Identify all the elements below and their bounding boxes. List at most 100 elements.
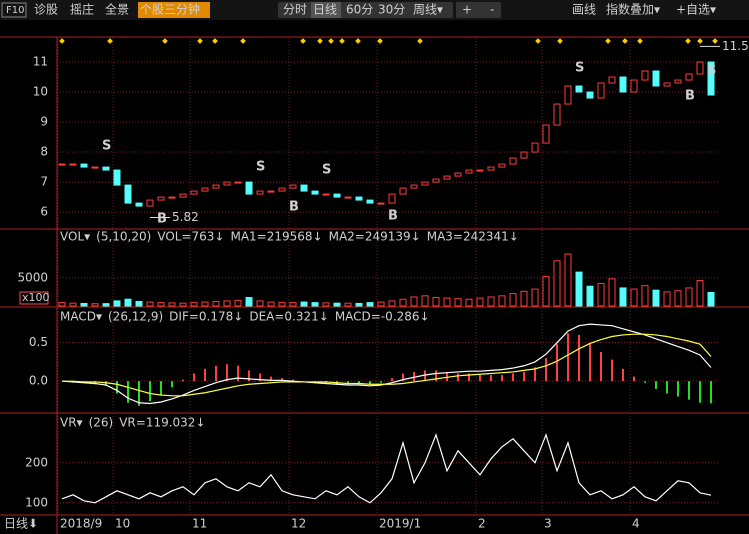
candle — [113, 169, 121, 186]
candle — [520, 151, 528, 159]
candle — [630, 79, 638, 93]
signal-diamond — [557, 38, 563, 44]
panel-header-item[interactable]: VR▾ — [60, 416, 83, 430]
candle — [146, 199, 154, 207]
y-tick-label: 9 — [40, 115, 48, 129]
candle — [421, 181, 429, 186]
candle — [443, 175, 451, 180]
volume-bar — [344, 302, 352, 307]
sell-signal: S — [322, 163, 331, 178]
period-item[interactable]: 60分 — [346, 3, 373, 17]
vr-line — [61, 432, 712, 504]
panel-header-item: DIF=0.178↓ — [169, 310, 243, 324]
candle — [641, 70, 649, 81]
panel-header-item[interactable]: MACD▾ — [60, 310, 102, 324]
signal-diamond — [685, 38, 691, 44]
volume-bar — [498, 295, 506, 307]
panel-header-item[interactable]: VOL▾ — [60, 230, 90, 244]
signal-diamond — [697, 38, 703, 44]
candle — [663, 82, 671, 87]
volume-bar — [91, 303, 99, 307]
volume-bar — [289, 302, 297, 307]
panel-header-item: (5,10,20) — [96, 230, 151, 244]
candle — [223, 181, 231, 186]
candle — [58, 163, 66, 166]
panel-header-item: (26) — [89, 416, 114, 430]
candle — [124, 184, 132, 204]
candle — [553, 103, 561, 126]
volume-bar — [696, 280, 704, 307]
volume-bar — [663, 291, 671, 307]
signal-diamond — [712, 38, 718, 44]
volume-bar — [443, 297, 451, 307]
candle — [333, 193, 341, 198]
volume-bar — [377, 301, 385, 307]
candle — [696, 61, 704, 75]
y-tick-label: 7 — [40, 175, 48, 189]
candle — [410, 184, 418, 189]
toolbar-item[interactable]: +自选▾ — [676, 3, 716, 17]
signal-diamond — [637, 38, 643, 44]
volume-bar — [102, 303, 110, 307]
candle — [685, 73, 693, 81]
y-tick-label: 0.5 — [29, 335, 48, 349]
toolbar-item[interactable]: 指数叠加▾ — [606, 2, 660, 17]
toolbar-item[interactable]: 摇庄 — [70, 2, 94, 17]
dea-line — [62, 333, 712, 397]
sell-signal: S — [256, 160, 265, 175]
toolbar-item[interactable]: F10 — [6, 5, 24, 16]
candle — [476, 169, 484, 172]
volume-bar — [267, 301, 275, 307]
candle — [300, 184, 308, 192]
candle — [69, 163, 77, 166]
toolbar-item[interactable]: 全景 — [105, 2, 129, 17]
candle — [91, 166, 99, 169]
period-item[interactable]: 分时 — [283, 3, 307, 17]
candle — [586, 91, 594, 99]
period-item[interactable]: - — [490, 3, 494, 17]
signal-diamond — [535, 38, 541, 44]
candle — [201, 187, 209, 192]
volume-bar — [685, 287, 693, 307]
x-tick-label: 12 — [291, 517, 306, 531]
volume-bar — [355, 302, 363, 307]
volume-bar — [146, 301, 154, 307]
volume-bar — [80, 302, 88, 307]
candle — [432, 178, 440, 183]
signal-diamond — [622, 38, 628, 44]
candle — [542, 124, 550, 144]
volume-bar — [245, 297, 253, 307]
toolbar-item[interactable]: 个股三分钟 — [140, 2, 200, 17]
period-item[interactable]: + — [462, 3, 472, 17]
candle — [454, 172, 462, 177]
candle — [619, 76, 627, 93]
volume-bar — [69, 302, 77, 307]
candle — [399, 187, 407, 195]
volume-bar — [542, 276, 550, 307]
toolbar-item[interactable]: 诊股 — [34, 3, 58, 17]
volume-bar — [674, 290, 682, 307]
candle — [234, 181, 242, 184]
sell-signal: S — [575, 61, 584, 76]
candle — [168, 196, 176, 199]
period-item[interactable]: 日线 — [313, 3, 337, 17]
volume-bar — [586, 285, 594, 307]
volume-bar — [278, 301, 286, 307]
volume-bar — [509, 293, 517, 307]
toolbar-item[interactable]: 画线 — [572, 3, 596, 17]
buy-signal: B — [685, 89, 695, 104]
period-item[interactable]: 30分 — [378, 3, 405, 17]
footer-period[interactable]: 日线⬇ — [4, 517, 38, 531]
volume-bar — [454, 298, 462, 307]
volume-bar — [212, 300, 220, 307]
volume-bar — [652, 289, 660, 307]
volume-bar — [179, 302, 187, 307]
signal-diamond — [605, 38, 611, 44]
sell-signal: S — [102, 139, 111, 154]
candle — [311, 190, 319, 195]
volume-bar — [476, 297, 484, 307]
candle — [212, 184, 220, 189]
candle — [564, 85, 572, 105]
period-item[interactable]: 周线▾ — [413, 3, 443, 17]
